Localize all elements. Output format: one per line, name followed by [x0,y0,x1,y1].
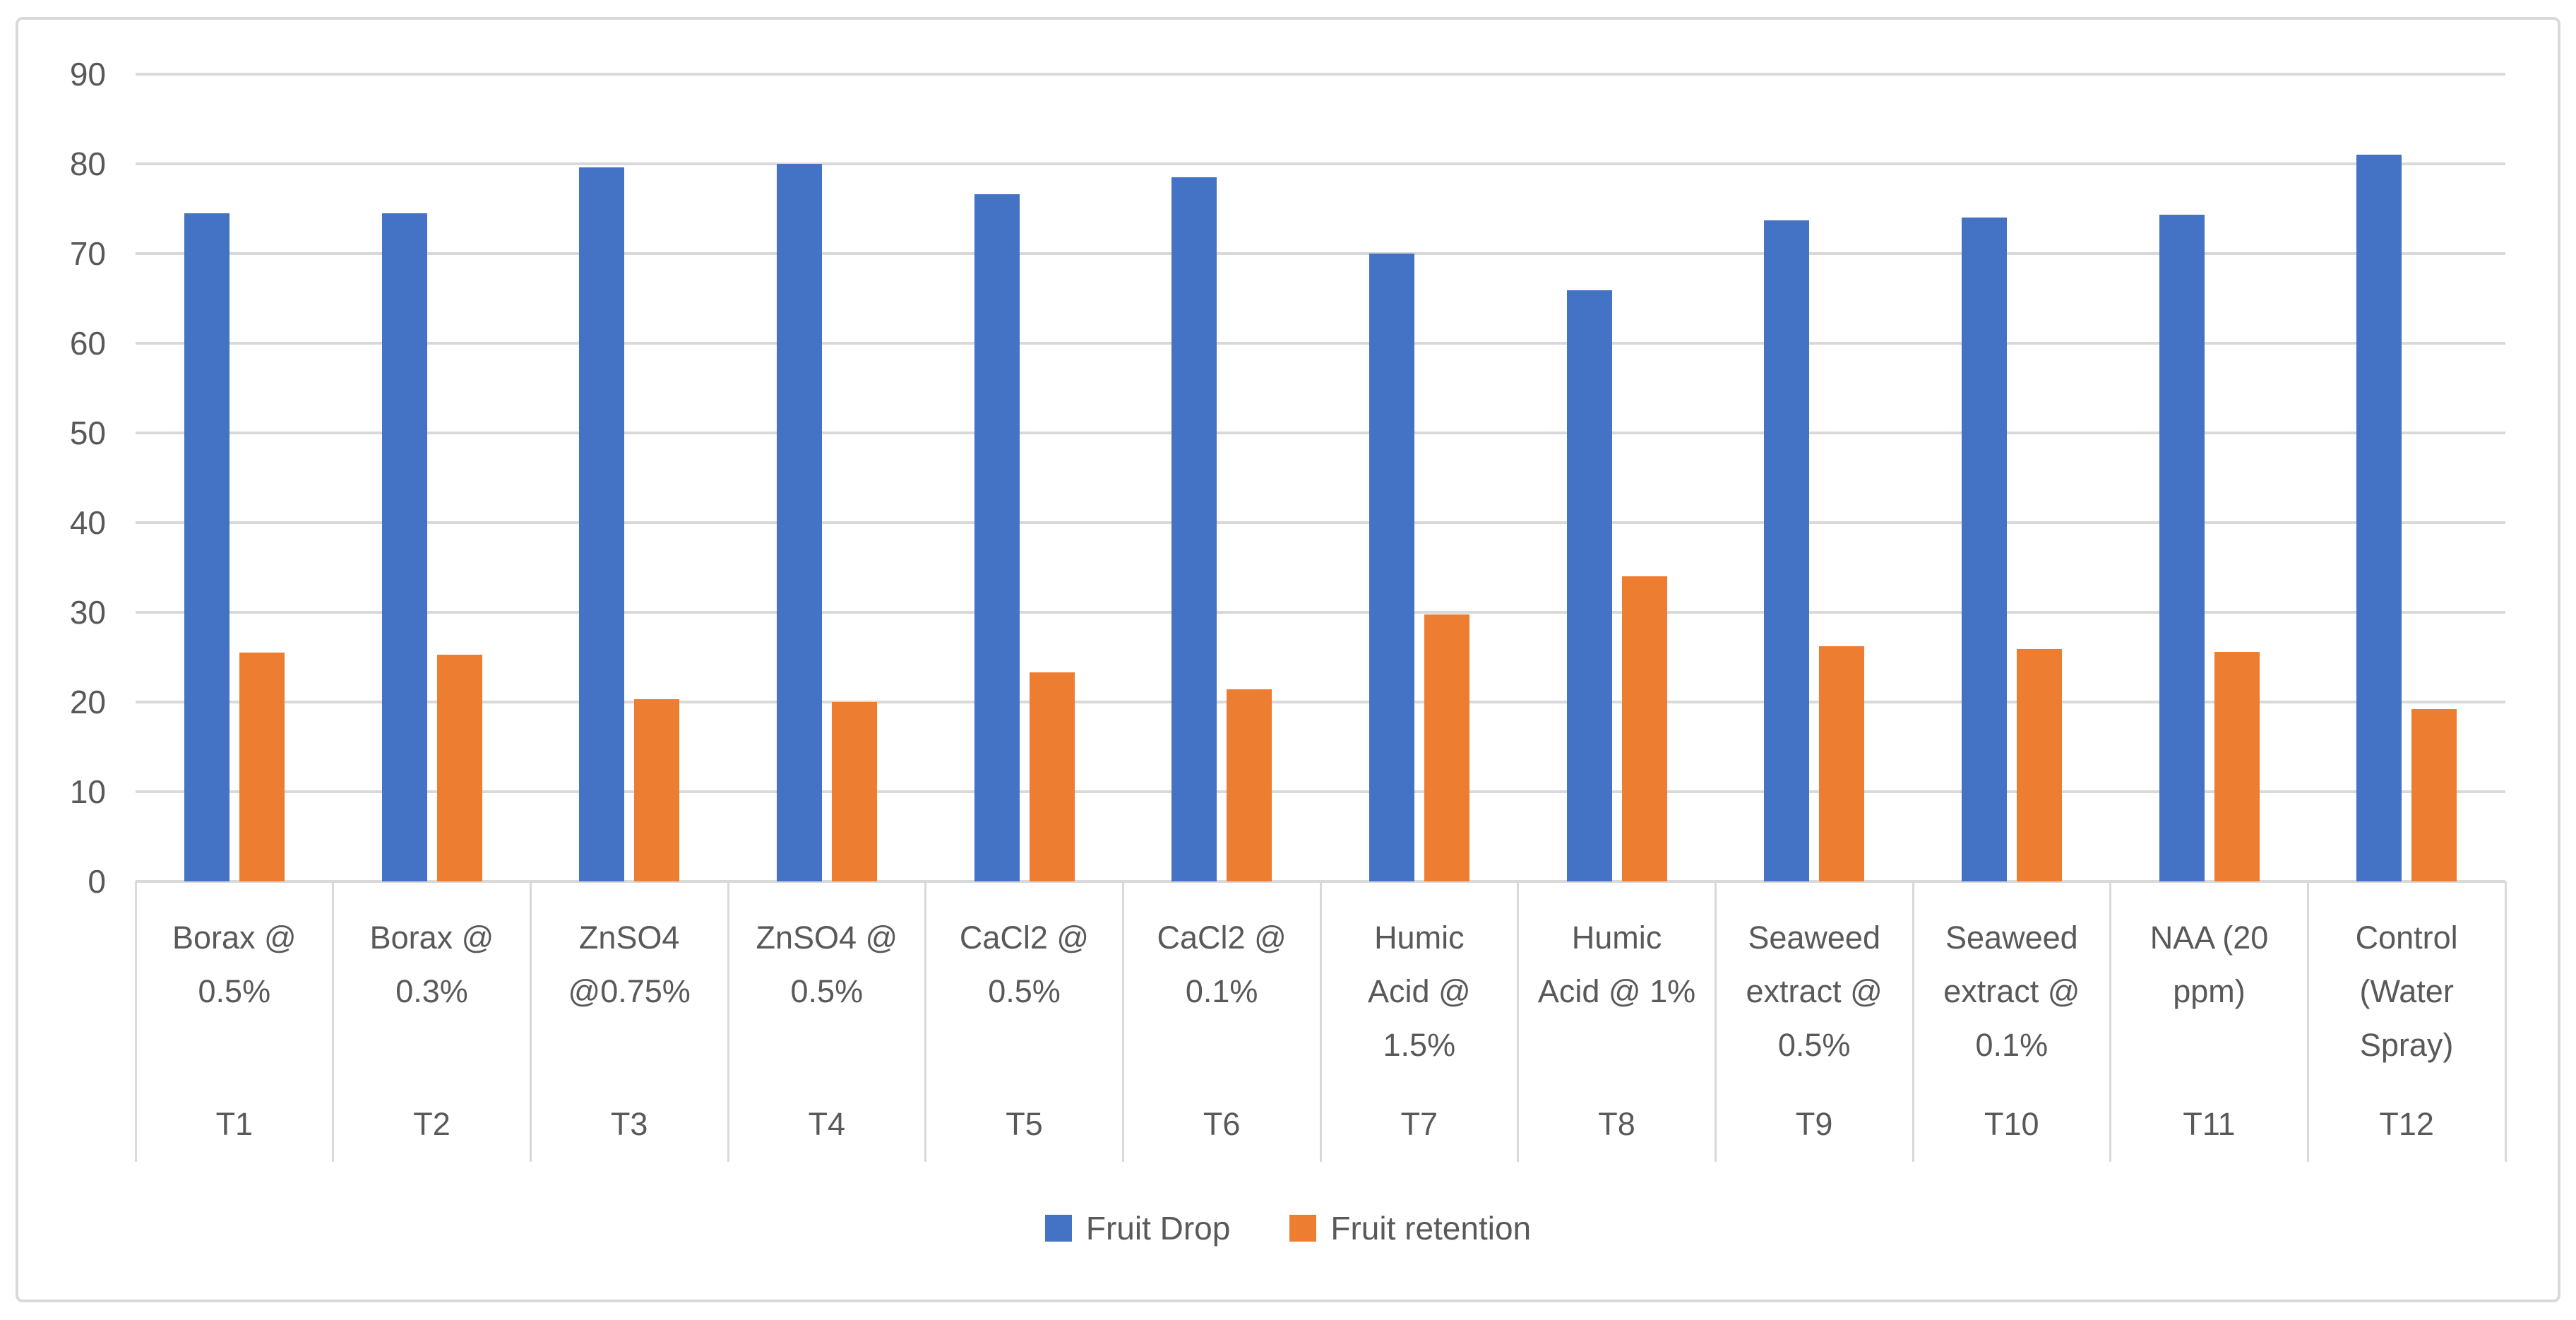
y-axis-tick-20: 20 [69,684,106,720]
category-code-T3: T3 [610,1106,648,1142]
category-code-T12: T12 [2379,1106,2434,1142]
bar-fruit-drop-T10 [1961,218,2007,881]
bar-fruit-drop-T6 [1171,177,1217,881]
y-axis-tick-90: 90 [69,56,106,93]
bar-fruit-drop-T8 [1566,290,1612,881]
y-axis-tick-80: 80 [69,145,106,182]
category-code-T4: T4 [808,1106,846,1142]
bar-fruit-drop-T1 [184,213,229,881]
bar-fruit-retention-T6 [1227,689,1272,881]
bar-fruit-drop-T7 [1368,254,1414,881]
category-separator [924,881,927,1162]
category-separator [2109,881,2112,1162]
category-label-T10: Seaweed extract @0.1% [1943,920,2080,1063]
category-separator [2306,881,2309,1162]
category-code-T10: T10 [1984,1106,2039,1142]
category-code-T9: T9 [1795,1106,1833,1142]
legend-item-fruit-retention: Fruit retention [1289,1209,1531,1247]
fruit-drop-swatch-icon [1044,1215,1072,1242]
gridline-90 [136,73,2505,76]
category-separator [1517,881,1520,1162]
legend-label-fruit-drop: Fruit Drop [1085,1210,1231,1247]
category-label-T5: CaCl2 @0.5% [959,920,1090,1009]
category-label-T2: Borax @0.3% [369,920,494,1009]
bar-fruit-retention-T2 [436,654,482,881]
bar-fruit-retention-T1 [239,653,285,881]
y-axis-tick-50: 50 [69,415,106,451]
category-separator [2504,881,2507,1162]
category-label-T12: Control (Water Spray) [2355,920,2458,1063]
bar-fruit-retention-T10 [2016,649,2062,881]
category-label-T6: CaCl2 @0.1% [1157,920,1287,1009]
bar-fruit-drop-T11 [2159,215,2205,881]
bar-fruit-retention-T3 [634,699,680,881]
category-label-T8: Humic Acid @ 1% [1537,920,1696,1009]
category-code-T6: T6 [1203,1106,1241,1142]
category-separator [1319,881,1322,1162]
category-separator [332,881,335,1162]
y-axis-tick-60: 60 [69,325,106,362]
category-separator [134,881,137,1162]
bar-fruit-retention-T11 [2214,651,2260,881]
legend-item-fruit-drop: Fruit Drop [1044,1209,1231,1247]
category-code-T8: T8 [1598,1106,1635,1142]
y-axis-tick-10: 10 [69,773,106,810]
category-code-T5: T5 [1006,1106,1043,1142]
gridline-20 [136,701,2505,703]
category-label-T3: ZnSO4 @0.75% [568,920,691,1009]
category-separator [1714,881,1717,1162]
category-label-T1: Borax @0.5% [172,920,297,1009]
bar-fruit-retention-T8 [1621,576,1667,881]
y-axis-tick-30: 30 [69,594,106,631]
category-code-T1: T1 [215,1106,254,1142]
bar-fruit-retention-T9 [1819,646,1865,881]
category-label-T9: Seaweed extract @0.5% [1746,920,1883,1063]
gridline-40 [136,521,2505,524]
y-axis-tick-40: 40 [69,504,106,541]
fruit-retention-swatch-icon [1289,1215,1317,1242]
chart-legend: Fruit Drop Fruit retention [0,1209,2576,1247]
category-code-T2: T2 [413,1106,451,1142]
gridline-30 [136,611,2505,614]
bar-fruit-drop-T9 [1764,220,1810,881]
category-code-T7: T7 [1400,1106,1438,1142]
category-separator [529,881,532,1162]
y-axis-tick-70: 70 [69,235,106,272]
bar-fruit-retention-T12 [2411,709,2457,881]
gridline-10 [136,790,2505,793]
legend-label-fruit-retention: Fruit retention [1330,1210,1532,1247]
bar-fruit-drop-T2 [381,213,427,881]
gridline-50 [136,432,2505,434]
gridline-60 [136,342,2505,345]
gridline-80 [136,162,2505,165]
category-separator [727,881,729,1162]
bar-fruit-drop-T3 [579,167,625,881]
category-code-T11: T11 [2183,1106,2236,1142]
bar-fruit-retention-T5 [1029,672,1075,881]
chart-outer-border [16,17,2560,1302]
category-separator [1912,881,1914,1162]
gridline-70 [136,252,2505,255]
bar-fruit-retention-T7 [1424,614,1469,881]
y-axis-tick-0: 0 [88,863,106,900]
category-label-T4: ZnSO4 @0.5% [756,920,898,1009]
bar-fruit-drop-T5 [974,194,1020,881]
bar-fruit-drop-T4 [776,164,822,881]
bar-fruit-retention-T4 [831,702,877,881]
category-label-T11: NAA (20 ppm) [2149,920,2269,1009]
category-label-T7: Humic Acid @1.5% [1367,920,1471,1063]
bar-fruit-drop-T12 [2356,155,2402,881]
category-separator [1121,881,1124,1162]
